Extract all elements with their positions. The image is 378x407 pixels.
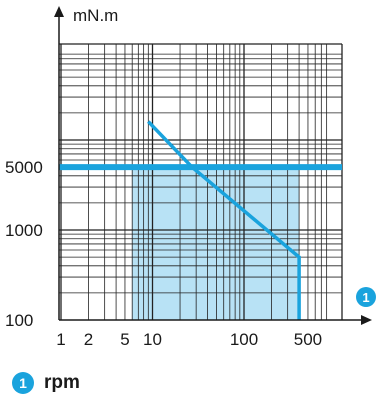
- legend: 1 rpm: [12, 370, 80, 396]
- y-axis-unit-label: mN.m: [73, 6, 118, 25]
- tick-labels: 1 2 5 10 100 500 100 1000 5000: [5, 158, 322, 349]
- torque-curve-line: [147, 120, 301, 320]
- x-tick-label: 100: [230, 330, 258, 349]
- data-layer: [59, 120, 342, 320]
- axes: mN.m 1: [54, 6, 376, 325]
- x-tick-label: 5: [120, 330, 129, 349]
- legend-label: rpm: [44, 372, 80, 393]
- y-tick-label: 1000: [5, 221, 43, 240]
- x-axis-arrow: [361, 315, 372, 325]
- x-tick-label: 2: [84, 330, 93, 349]
- grid: [59, 43, 343, 320]
- y-tick-label: 100: [5, 311, 33, 330]
- y-axis-arrow: [54, 6, 64, 17]
- x-axis-marker-number: 1: [362, 290, 369, 305]
- x-axis-marker-circle: [356, 287, 376, 307]
- x-tick-label: 10: [143, 330, 162, 349]
- y-tick-label: 5000: [5, 158, 43, 177]
- legend-marker-badge: 1: [12, 372, 34, 394]
- x-tick-label: 500: [294, 330, 322, 349]
- x-tick-label: 1: [56, 330, 65, 349]
